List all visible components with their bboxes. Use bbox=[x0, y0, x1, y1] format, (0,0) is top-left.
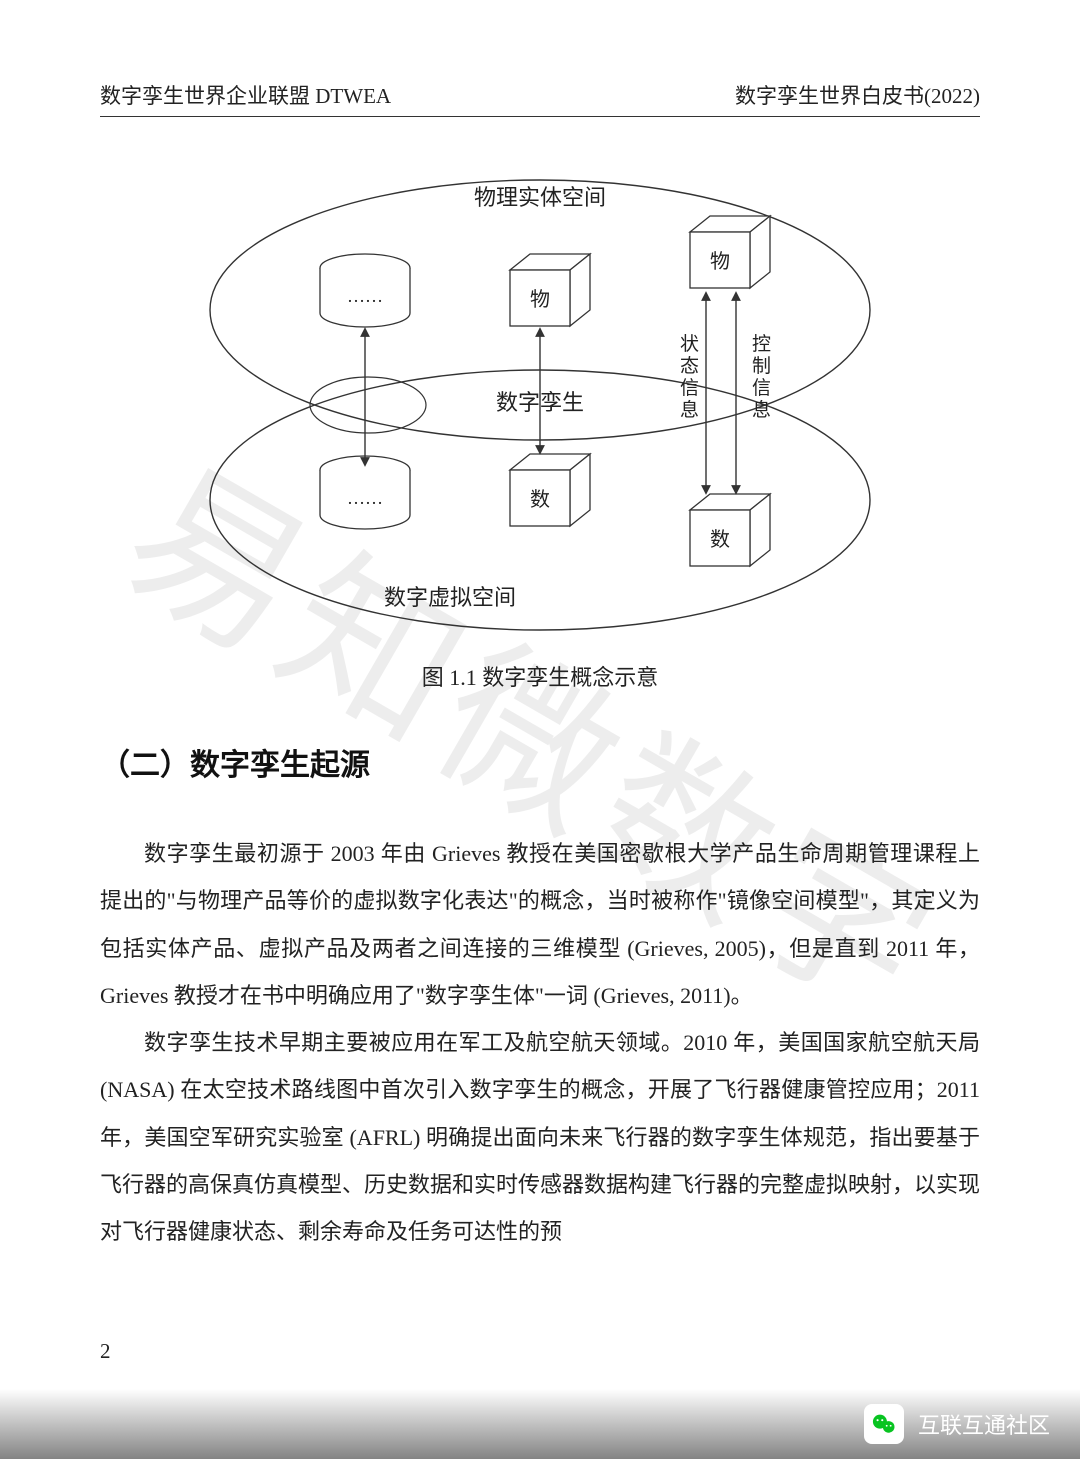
figure-caption: 图 1.1 数字孪生概念示意 bbox=[0, 660, 1080, 692]
page: 易知微数字 数字孪生世界企业联盟 DTWEA 数字孪生世界白皮书(2022) 物… bbox=[0, 0, 1080, 1459]
page-number: 2 bbox=[100, 1339, 111, 1364]
cube-digital-1: 数 bbox=[510, 454, 590, 526]
page-header: 数字孪生世界企业联盟 DTWEA 数字孪生世界白皮书(2022) bbox=[100, 80, 980, 117]
svg-text:物: 物 bbox=[530, 288, 550, 311]
cylinder-physical: …… bbox=[320, 254, 410, 327]
paragraph: 数字孪生最初源于 2003 年由 Grieves 教授在美国密歇根大学产品生命周… bbox=[100, 830, 980, 1019]
label-digital-space: 数字虚拟空间 bbox=[384, 585, 516, 610]
svg-text:数: 数 bbox=[710, 528, 730, 551]
paragraph: 数字孪生技术早期主要被应用在军工及航空航天领域。2010 年，美国国家航空航天局… bbox=[100, 1019, 980, 1255]
svg-text:……: …… bbox=[347, 286, 383, 306]
svg-text:……: …… bbox=[347, 488, 383, 508]
cube-digital-2: 数 bbox=[690, 494, 770, 566]
cylinder-digital: …… bbox=[320, 456, 410, 529]
body-text: 数字孪生最初源于 2003 年由 Grieves 教授在美国密歇根大学产品生命周… bbox=[100, 830, 980, 1256]
header-left: 数字孪生世界企业联盟 DTWEA bbox=[100, 80, 391, 110]
section-title: （二）数字孪生起源 bbox=[100, 740, 370, 784]
label-state-info: 状 态 信 息 bbox=[680, 333, 704, 421]
footer-brand: 互联互通社区 bbox=[918, 1408, 1050, 1440]
cube-physical-1: 物 bbox=[510, 254, 590, 326]
footer-overlay: 互联互通社区 bbox=[0, 1389, 1080, 1459]
svg-text:物: 物 bbox=[710, 250, 730, 273]
wechat-icon bbox=[864, 1404, 904, 1444]
cube-physical-2: 物 bbox=[690, 216, 770, 288]
digital-twin-diagram: 物理实体空间 数字孪生 数字虚拟空间 …… …… bbox=[170, 150, 910, 640]
header-right: 数字孪生世界白皮书(2022) bbox=[735, 80, 980, 110]
label-physical-space: 物理实体空间 bbox=[474, 185, 606, 210]
svg-text:数: 数 bbox=[530, 488, 550, 511]
